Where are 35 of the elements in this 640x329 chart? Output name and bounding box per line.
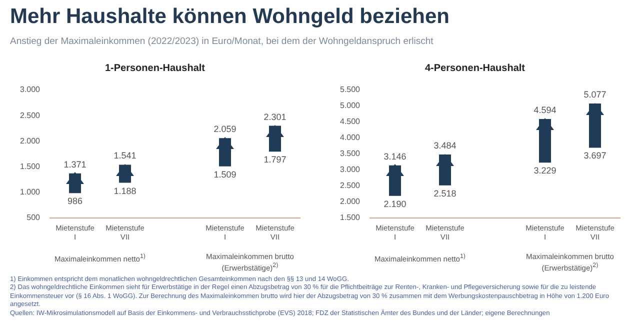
annotation: 1.188	[114, 186, 136, 196]
text: Mehr Haushalte können Wohngeld beziehen	[10, 5, 450, 29]
y-tick-label: 4.000	[340, 133, 361, 142]
annotation: 3.697	[584, 150, 606, 161]
y-tick-label: 3.000	[340, 165, 361, 174]
y-tick-label: 5.000	[340, 101, 361, 110]
data-label: 2.059	[214, 124, 236, 134]
annotation: 1.509	[214, 169, 236, 180]
y-tick-label: 3.000	[20, 85, 41, 94]
data-label: 1.371	[64, 159, 86, 170]
annotation: 2.190	[384, 198, 406, 209]
annotation: 3.229	[534, 166, 556, 176]
annotation: 1.797	[264, 154, 286, 165]
data-label: 1.541	[114, 150, 136, 161]
text: Anstieg der Maximaleinkommen (2022/2023) in Euro/Monat, bei dem der Wohngeldanspruch erlischt	[10, 36, 434, 47]
y-tick-label: 2.500	[340, 181, 361, 190]
annotation: 986	[68, 196, 83, 206]
y-tick-label: 2.000	[20, 136, 41, 146]
y-tick-label: 1.000	[20, 188, 41, 197]
data-label: 5.077	[584, 90, 606, 100]
y-tick-label: 2.000	[340, 197, 361, 206]
y-tick-label: 500	[26, 213, 41, 222]
y-tick-label: 5.500	[340, 85, 361, 94]
data-label: 2.301	[264, 112, 286, 122]
y-tick-label: 4.500	[340, 117, 361, 126]
annotation: 2.518	[434, 188, 456, 198]
data-label: 3.146	[384, 151, 406, 162]
data-label: 3.484	[434, 140, 456, 150]
data-label: 4.594	[534, 104, 556, 115]
y-tick-label: 3.500	[340, 149, 361, 158]
chart-title: 1-Personen-Haushalt	[104, 62, 206, 74]
y-tick-label: 1.500	[20, 162, 41, 172]
y-tick-label: 2.500	[20, 110, 41, 120]
y-tick-label: 1.500	[340, 213, 361, 222]
chart-title: 4-Personen-Haushalt	[424, 62, 526, 74]
